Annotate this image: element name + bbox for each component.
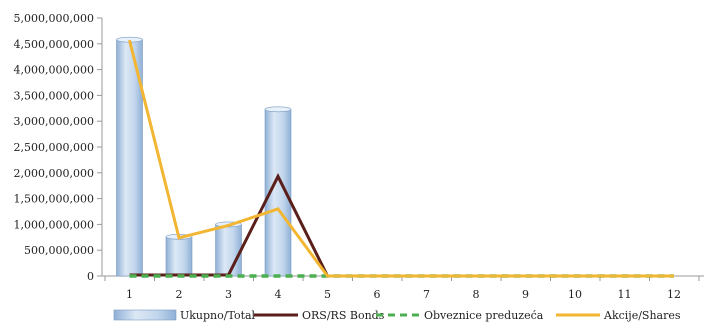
x-tick-label: 1 [126, 288, 133, 301]
bar-2 [165, 233, 193, 277]
y-tick-label: 2,500,000,000 [14, 141, 94, 154]
y-axis: 0 500,000,000 1,000,000,000 1,500,000,000 2,… [14, 12, 103, 283]
x-axis: 1 2 3 4 5 6 7 8 9 10 11 12 [102, 275, 704, 301]
legend-label: Ukupno/Total [180, 309, 256, 322]
y-tick-label: 3,500,000,000 [14, 89, 94, 102]
legend-swatch [113, 309, 177, 321]
bar-3 [215, 221, 242, 277]
legend-label: Akcije/Shares [603, 309, 681, 322]
x-tick-label: 7 [423, 288, 430, 301]
legend-item: Obveznice preduzeća [376, 309, 544, 322]
x-tick-label: 3 [225, 288, 232, 301]
legend-item: ORS/RS Bonds [254, 309, 385, 322]
x-tick-label: 6 [374, 288, 381, 301]
x-tick-label: 12 [667, 288, 681, 301]
x-tick-label: 9 [522, 288, 529, 301]
series-lines [128, 39, 674, 278]
x-tick-label: 4 [275, 288, 282, 301]
y-tick-label: 5,000,000,000 [14, 12, 94, 25]
bars [116, 36, 292, 277]
x-tick-label: 10 [568, 288, 582, 301]
y-tick-label: 500,000,000 [24, 244, 94, 257]
y-tick-label: 3,000,000,000 [14, 115, 94, 128]
series-line-akcije-shares [128, 39, 674, 278]
legend-item: Ukupno/Total [113, 309, 256, 322]
legend-label: Obveznice preduzeća [424, 309, 544, 322]
y-tick-label: 1,500,000,000 [14, 193, 94, 206]
legend-item: Akcije/Shares [556, 309, 681, 322]
y-tick-label: 4,500,000,000 [14, 38, 94, 51]
y-tick-label: 4,000,000,000 [14, 64, 94, 77]
x-tick-label: 2 [176, 288, 183, 301]
legend-label: ORS/RS Bonds [302, 309, 385, 322]
series-line-ors-rs-bonds [129, 173, 674, 278]
y-tick-label: 0 [87, 270, 94, 283]
x-tick-label: 5 [324, 288, 331, 301]
x-tick-label: 11 [618, 288, 632, 301]
y-tick-label: 1,000,000,000 [14, 218, 94, 231]
x-tick-label: 8 [473, 288, 480, 301]
legend: Ukupno/Total ORS/RS Bonds Obveznice preduz… [113, 309, 681, 322]
y-tick-label: 2,000,000,000 [14, 167, 94, 180]
